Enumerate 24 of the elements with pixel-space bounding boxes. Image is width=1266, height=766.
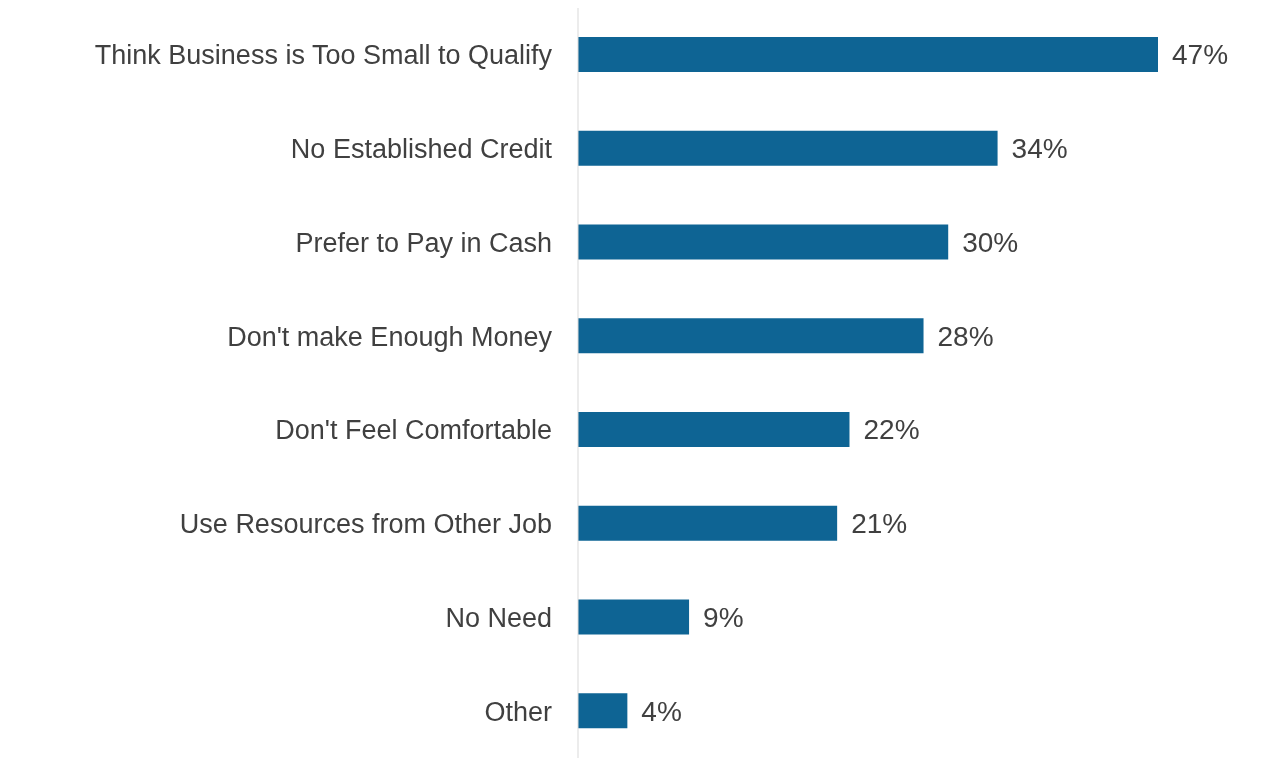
y-tick-label: Don't make Enough Money bbox=[227, 321, 553, 352]
y-tick-label: Use Resources from Other Job bbox=[179, 509, 552, 540]
bar bbox=[578, 318, 924, 354]
data-label: 4% bbox=[641, 695, 682, 727]
data-label: 22% bbox=[863, 414, 920, 446]
data-label: 28% bbox=[937, 320, 994, 352]
y-tick-label: No Need bbox=[445, 602, 552, 633]
y-tick-label: Think Business is Too Small to Qualify bbox=[94, 40, 553, 71]
y-tick-label: No Established Credit bbox=[290, 134, 553, 165]
bar bbox=[578, 693, 628, 729]
data-label: 21% bbox=[851, 508, 908, 540]
bar bbox=[578, 224, 949, 260]
bar bbox=[578, 130, 998, 166]
y-tick-label: Other bbox=[484, 696, 552, 727]
bar bbox=[578, 599, 690, 635]
y-tick-label: Prefer to Pay in Cash bbox=[295, 227, 552, 258]
data-label: 9% bbox=[703, 601, 744, 633]
data-label: 34% bbox=[1011, 133, 1068, 165]
bar bbox=[578, 505, 838, 541]
y-tick-label: Don't Feel Comfortable bbox=[275, 415, 552, 446]
bar bbox=[578, 37, 1158, 72]
data-label: 30% bbox=[962, 226, 1019, 258]
data-label: 47% bbox=[1172, 39, 1229, 71]
bar bbox=[578, 412, 850, 447]
